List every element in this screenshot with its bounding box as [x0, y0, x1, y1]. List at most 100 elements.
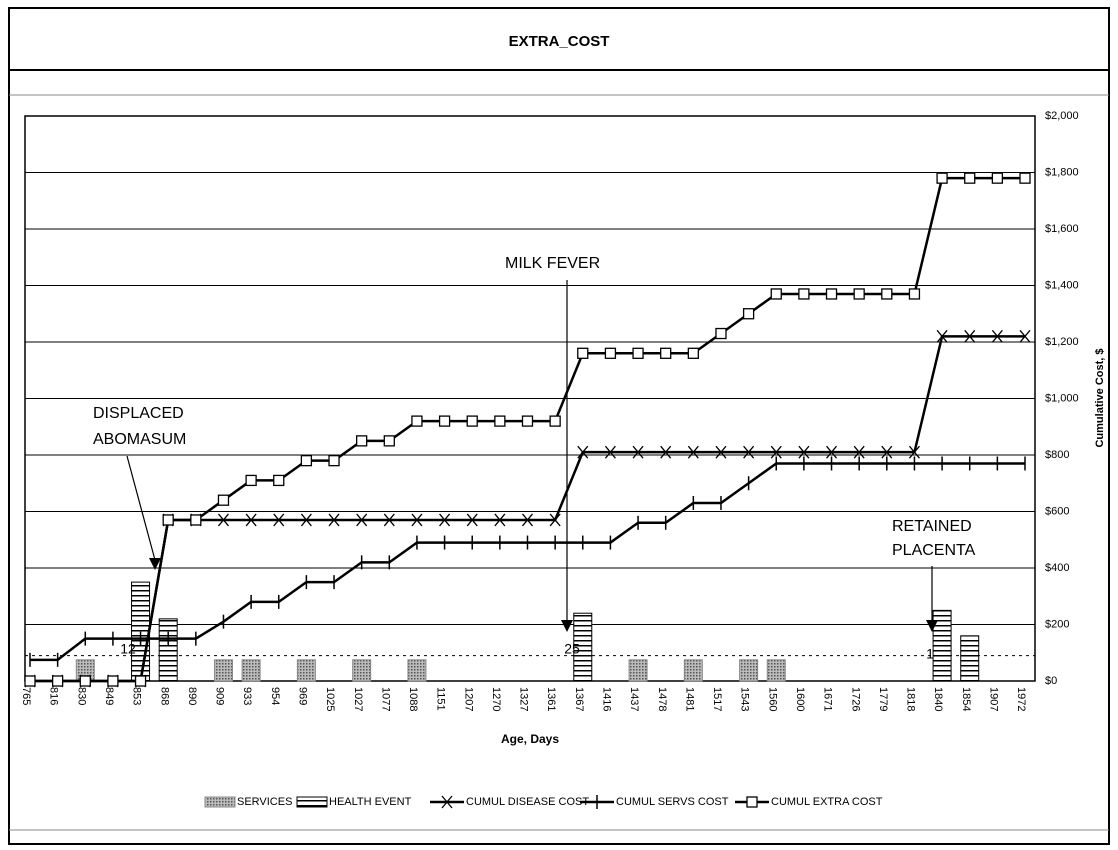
y-tick-label: $600	[1045, 505, 1069, 517]
legend-label: CUMUL EXTRA COST	[771, 796, 883, 808]
legend-label: CUMUL DISEASE COST	[466, 796, 589, 808]
x-tick-label: 1437	[628, 687, 640, 711]
marker	[217, 513, 229, 527]
marker	[439, 513, 451, 527]
annotation: DISPLACED ABOMASUM	[93, 405, 186, 448]
x-tick-label: 868	[158, 687, 170, 705]
legend-swatch	[296, 796, 328, 808]
marker	[660, 445, 672, 459]
marker	[273, 513, 285, 527]
marker	[742, 308, 755, 320]
marker	[300, 513, 312, 527]
y-tick-label: $800	[1045, 449, 1069, 461]
marker	[494, 415, 506, 427]
marker	[549, 513, 561, 527]
annotation-arrow	[126, 455, 156, 561]
marker	[466, 415, 478, 427]
marker	[217, 494, 230, 506]
marker	[300, 454, 313, 467]
marker	[881, 288, 893, 300]
marker	[660, 347, 672, 359]
x-axis-title: Age, Days	[501, 732, 559, 746]
marker	[549, 415, 561, 427]
x-tick-label: 1478	[656, 687, 668, 711]
marker	[826, 445, 838, 459]
bar	[213, 659, 233, 682]
x-tick-label: 909	[214, 687, 226, 705]
y-tick-label: $1,800	[1045, 166, 1079, 178]
bar	[131, 581, 151, 682]
annotation: MILK FEVER	[505, 255, 600, 272]
line	[30, 335, 1025, 683]
marker	[577, 347, 589, 359]
x-tick-label: 1077	[379, 687, 391, 711]
legend-label: HEALTH EVENT	[329, 796, 412, 808]
y-tick-label: $200	[1045, 618, 1069, 630]
marker	[825, 288, 838, 300]
marker	[991, 172, 1004, 184]
y-tick-label: $1,600	[1045, 223, 1079, 235]
x-tick-label: 1027	[352, 687, 364, 711]
bar	[296, 659, 316, 682]
marker	[632, 347, 644, 359]
legend-label: SERVICES	[237, 796, 292, 808]
marker	[521, 415, 534, 427]
marker	[770, 445, 782, 459]
marker	[383, 513, 395, 527]
arrow-head	[926, 620, 938, 632]
marker	[356, 513, 368, 527]
marker	[107, 675, 119, 687]
marker	[411, 415, 423, 427]
marker	[1019, 172, 1031, 184]
marker	[908, 445, 920, 459]
marker	[190, 514, 202, 526]
line	[30, 462, 1025, 662]
legend-marker	[441, 795, 453, 809]
bar	[628, 659, 648, 682]
marker	[24, 675, 36, 687]
x-tick-label: 1517	[711, 687, 723, 711]
arrow-head	[561, 620, 573, 632]
marker	[411, 513, 423, 527]
marker	[356, 435, 368, 447]
marker	[51, 675, 64, 687]
x-tick-label: 1560	[766, 687, 778, 711]
bar-label: 12	[120, 641, 136, 657]
y-tick-label: $1,200	[1045, 336, 1079, 348]
bar	[932, 609, 952, 682]
x-tick-label: 1327	[518, 687, 530, 711]
marker	[743, 445, 755, 459]
y-tick-label: $0	[1045, 675, 1057, 687]
marker	[964, 172, 976, 184]
bar	[683, 659, 703, 682]
bar	[407, 659, 427, 682]
chart-title: EXTRA_COST	[509, 33, 610, 50]
x-tick-label: 1481	[683, 687, 695, 711]
x-tick-label: 1726	[849, 687, 861, 711]
marker	[245, 513, 257, 527]
line	[30, 176, 1025, 683]
legend-label: CUMUL SERVS COST	[616, 796, 729, 808]
marker	[715, 445, 727, 459]
bar	[766, 659, 786, 682]
x-tick-label: 1416	[601, 687, 613, 711]
marker	[79, 675, 91, 687]
marker	[604, 347, 617, 359]
annotation: RETAINED PLACENTA	[892, 518, 976, 559]
x-tick-label: 1367	[573, 687, 585, 711]
y-tick-label: $2,000	[1045, 110, 1079, 122]
bar	[352, 659, 372, 682]
marker	[632, 445, 644, 459]
marker	[577, 445, 589, 459]
x-tick-label: 830	[75, 687, 87, 705]
x-tick-label: 1207	[462, 687, 474, 711]
bar-label: 25	[564, 641, 580, 657]
bar	[573, 612, 593, 682]
marker	[964, 329, 976, 343]
marker	[328, 454, 340, 467]
x-tick-label: 1270	[490, 687, 502, 711]
marker	[715, 327, 727, 340]
y-tick-label: $1,000	[1045, 392, 1079, 404]
y-tick-label: $1,400	[1045, 279, 1079, 291]
